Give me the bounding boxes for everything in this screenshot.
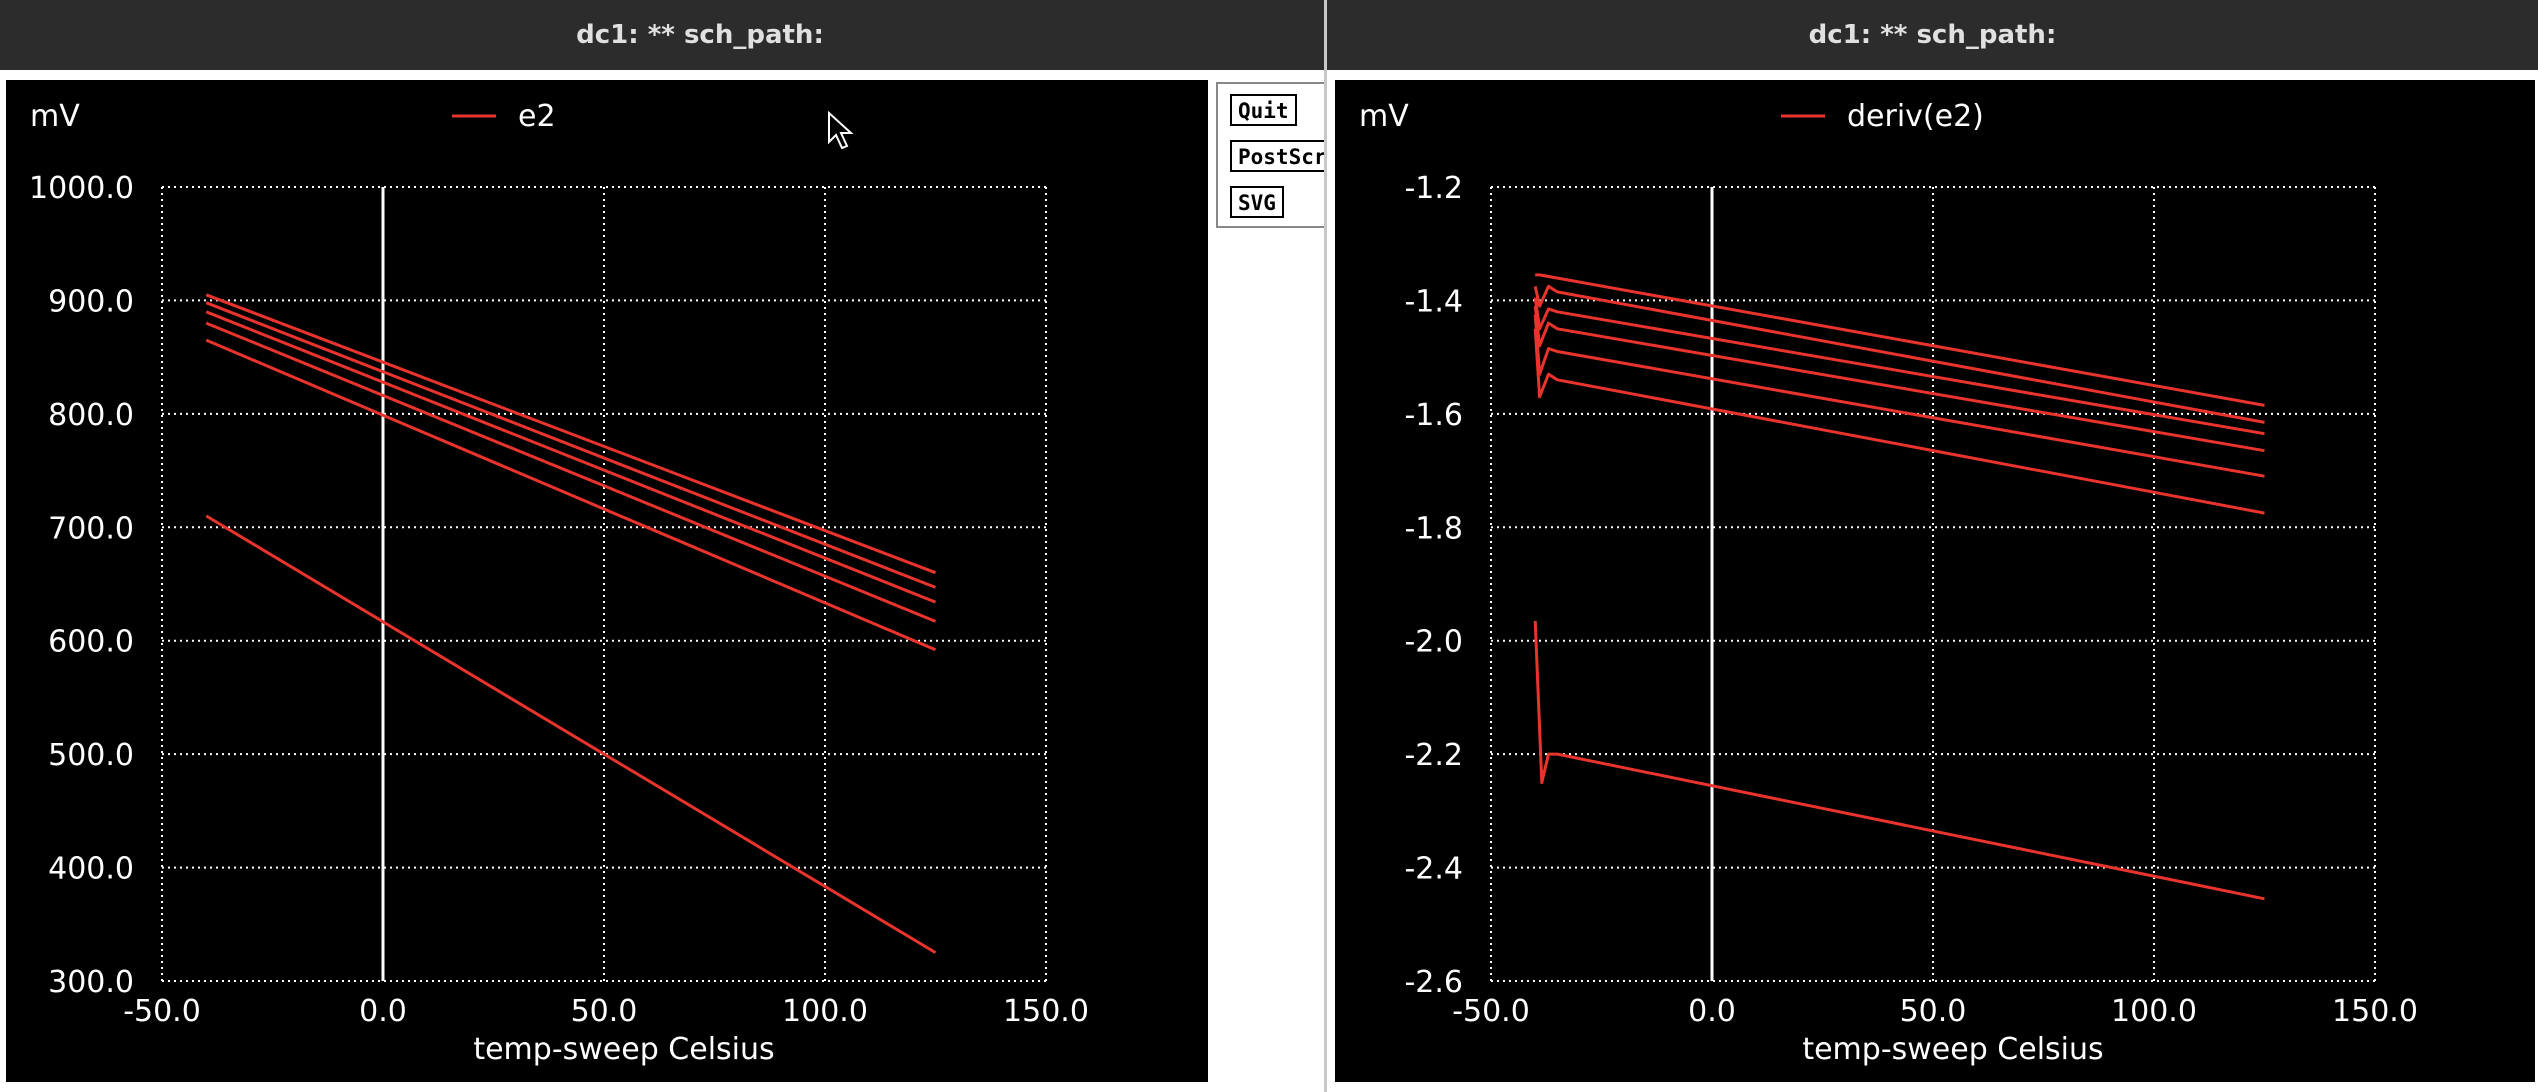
y-tick-label: 900.0 bbox=[48, 284, 134, 319]
y-tick-label: -2.4 bbox=[1404, 852, 1463, 887]
side-button-panel: Quit PostScript SVG bbox=[1216, 82, 1324, 228]
series-line-3 bbox=[205, 310, 937, 604]
series-line-3 bbox=[1533, 297, 2265, 436]
x-tick-label: -50.0 bbox=[1452, 994, 1530, 1029]
series-line-2 bbox=[1533, 284, 2265, 424]
legend-label: deriv(e2) bbox=[1847, 99, 1984, 134]
left-titlebar[interactable]: dc1: ** sch_path: – □ bbox=[0, 0, 1324, 70]
y-tick-label: 300.0 bbox=[48, 965, 134, 1000]
x-axis-label: temp-sweep Celsius bbox=[473, 1032, 774, 1067]
series-line-6 bbox=[1533, 328, 2265, 515]
mouse-pointer-icon bbox=[828, 110, 854, 150]
y-tick-label: -2.0 bbox=[1404, 625, 1463, 660]
y-tick-label: 500.0 bbox=[48, 738, 134, 773]
chart-e2: -50.0 0.0 50.0 100.0 150.0 300.0 400.0 500.0 600… bbox=[29, 99, 1089, 1067]
legend-label: e2 bbox=[518, 99, 556, 134]
x-axis-label: temp-sweep Celsius bbox=[1802, 1032, 2103, 1067]
y-tick-label: 400.0 bbox=[48, 852, 134, 887]
series-line-4 bbox=[205, 321, 937, 623]
y-tick-label: -1.2 bbox=[1404, 171, 1463, 206]
right-titlebar[interactable]: dc1: ** sch_path: bbox=[1327, 0, 2538, 70]
series-line-6 bbox=[205, 514, 937, 954]
right-window-title: dc1: ** sch_path: bbox=[1808, 20, 2057, 50]
x-tick-label: 0.0 bbox=[359, 994, 407, 1029]
left-window: dc1: ** sch_path: – □ -50.0 0.0 50.0 100.0 1… bbox=[0, 0, 1324, 1082]
y-tick-label: 1000.0 bbox=[29, 171, 134, 206]
x-tick-label: 150.0 bbox=[1003, 994, 1089, 1029]
left-window-title: dc1: ** sch_path: bbox=[576, 20, 824, 50]
y-axis-label: mV bbox=[30, 99, 80, 134]
x-tick-label: 50.0 bbox=[1900, 994, 1967, 1029]
series-line-4 bbox=[1533, 305, 2265, 453]
y-tick-label: -2.2 bbox=[1404, 738, 1463, 773]
series-line-1 bbox=[205, 293, 937, 575]
right-plot-area: -50.0 0.0 50.0 100.0 150.0 -2.6 -2.4 -2.2 -2.0 -1… bbox=[1335, 80, 2535, 1082]
x-tick-label: 150.0 bbox=[2332, 994, 2418, 1029]
y-tick-label: 800.0 bbox=[48, 398, 134, 433]
y-tick-label: -1.4 bbox=[1404, 284, 1463, 319]
y-tick-label: -1.8 bbox=[1404, 511, 1463, 546]
x-tick-label: 100.0 bbox=[2111, 994, 2197, 1029]
y-tick-label: 600.0 bbox=[48, 625, 134, 660]
y-tick-label: 700.0 bbox=[48, 511, 134, 546]
x-tick-label: 50.0 bbox=[571, 994, 638, 1029]
x-tick-label: 0.0 bbox=[1688, 994, 1736, 1029]
x-tick-label: 100.0 bbox=[782, 994, 868, 1029]
postscript-button[interactable]: PostScript bbox=[1230, 140, 1324, 172]
series-line-2 bbox=[205, 301, 937, 589]
left-plot-area: -50.0 0.0 50.0 100.0 150.0 300.0 400.0 500.0 600… bbox=[6, 80, 1208, 1082]
series-line-1 bbox=[1535, 273, 2265, 407]
y-tick-label: -2.6 bbox=[1404, 965, 1463, 1000]
quit-button[interactable]: Quit bbox=[1230, 94, 1297, 126]
chart-deriv-e2: -50.0 0.0 50.0 100.0 150.0 -2.6 -2.4 -2.2 -2.0 -1… bbox=[1359, 99, 2418, 1067]
series-line-5 bbox=[205, 338, 937, 652]
svg-button[interactable]: SVG bbox=[1230, 186, 1284, 218]
y-axis-label: mV bbox=[1359, 99, 1409, 134]
right-window: dc1: ** sch_path: -50.0 0.0 50.0 100.0 150.0… bbox=[1324, 0, 2538, 1092]
y-tick-label: -1.6 bbox=[1404, 398, 1463, 433]
series-line-7 bbox=[1533, 620, 2265, 901]
x-tick-label: -50.0 bbox=[123, 994, 201, 1029]
